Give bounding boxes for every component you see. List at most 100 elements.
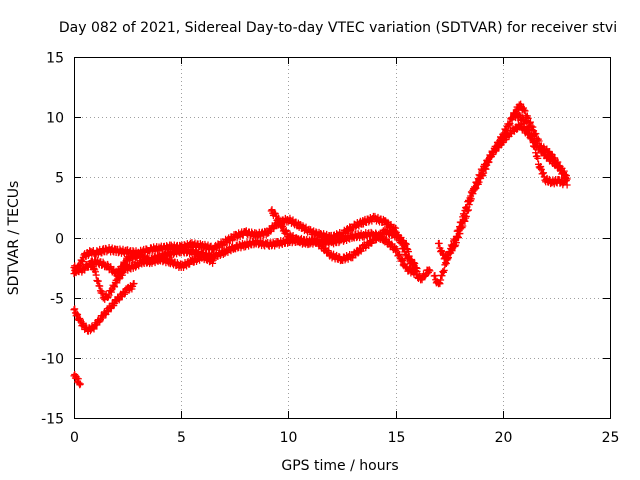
data-point-marker bbox=[402, 263, 410, 271]
data-point-marker bbox=[392, 245, 400, 253]
data-point-marker bbox=[505, 120, 513, 128]
x-tick-label: 15 bbox=[388, 430, 406, 446]
data-point-marker bbox=[527, 132, 535, 140]
data-point-marker bbox=[473, 179, 481, 187]
data-point-marker bbox=[562, 172, 570, 180]
chart-title: Day 082 of 2021, Sidereal Day-to-day VTE… bbox=[59, 20, 617, 36]
data-point-marker bbox=[278, 221, 286, 229]
y-tick-label: -10 bbox=[41, 352, 64, 368]
data-point-marker bbox=[398, 256, 406, 264]
data-point-marker bbox=[74, 311, 82, 319]
data-point-marker bbox=[471, 183, 479, 191]
data-point-marker bbox=[431, 271, 439, 279]
data-point-marker bbox=[71, 305, 79, 313]
data-point-marker bbox=[484, 158, 492, 166]
data-point-marker bbox=[521, 107, 529, 115]
data-point-marker bbox=[209, 256, 217, 264]
data-point-marker bbox=[113, 279, 121, 287]
data-point-marker bbox=[437, 276, 445, 284]
data-point-marker bbox=[444, 254, 452, 262]
data-point-marker bbox=[90, 325, 98, 333]
data-point-marker bbox=[479, 167, 487, 175]
data-point-marker bbox=[540, 169, 548, 177]
data-point-marker bbox=[465, 201, 473, 209]
data-point-marker bbox=[107, 288, 115, 296]
data-point-marker bbox=[436, 280, 444, 288]
data-point-marker bbox=[539, 169, 547, 177]
series-track-d bbox=[87, 251, 217, 303]
y-axis-ticks: -15 -10 -5 0 5 10 15 bbox=[41, 51, 610, 428]
data-point-marker bbox=[527, 131, 535, 139]
data-point-marker bbox=[467, 195, 475, 203]
y-tick-label: 5 bbox=[55, 171, 64, 187]
data-point-marker bbox=[532, 149, 540, 157]
data-point-marker bbox=[76, 315, 84, 323]
data-point-marker bbox=[456, 230, 464, 238]
data-point-marker bbox=[405, 252, 413, 260]
data-point-marker bbox=[426, 267, 434, 275]
data-point-marker bbox=[525, 126, 533, 134]
data-point-marker bbox=[477, 171, 485, 179]
data-point-marker bbox=[462, 212, 470, 220]
data-point-marker bbox=[470, 184, 478, 192]
y-axis-label: SDTVAR / TECUs bbox=[6, 181, 22, 296]
data-point-marker bbox=[526, 118, 534, 126]
series-track-j bbox=[404, 252, 434, 284]
data-point-marker bbox=[94, 277, 102, 285]
data-point-marker bbox=[425, 266, 433, 274]
data-point-marker bbox=[390, 223, 398, 231]
y-tick-label: 10 bbox=[46, 111, 64, 127]
data-point-marker bbox=[111, 283, 119, 291]
data-point-marker bbox=[539, 147, 547, 155]
data-point-marker bbox=[73, 310, 81, 318]
data-point-marker bbox=[79, 319, 87, 327]
data-point-marker bbox=[79, 258, 87, 266]
data-point-marker bbox=[92, 271, 100, 279]
data-point-marker bbox=[534, 154, 542, 162]
data-point-marker bbox=[458, 224, 466, 232]
data-point-marker bbox=[70, 306, 78, 314]
x-tick-label: 0 bbox=[70, 430, 79, 446]
data-point-marker bbox=[532, 130, 540, 138]
data-point-marker bbox=[282, 227, 290, 235]
data-point-marker bbox=[276, 217, 284, 225]
data-point-marker bbox=[437, 246, 445, 254]
data-point-marker bbox=[530, 142, 538, 150]
data-point-marker bbox=[481, 162, 489, 170]
data-point-marker bbox=[464, 206, 472, 214]
data-point-marker bbox=[438, 272, 446, 280]
data-point-marker bbox=[398, 255, 406, 263]
series-track-f bbox=[267, 206, 412, 265]
data-point-marker bbox=[461, 217, 469, 225]
data-point-marker bbox=[76, 380, 84, 388]
data-point-marker bbox=[536, 164, 544, 172]
x-tick-label: 25 bbox=[602, 430, 620, 446]
y-tick-label: 15 bbox=[46, 51, 64, 67]
data-point-marker bbox=[452, 239, 460, 247]
data-point-marker bbox=[522, 117, 530, 125]
data-point-marker bbox=[368, 239, 376, 247]
data-point-marker bbox=[130, 279, 138, 287]
series-track-i bbox=[510, 109, 569, 189]
data-point-marker bbox=[462, 214, 470, 222]
data-point-marker bbox=[560, 167, 568, 175]
data-point-marker bbox=[96, 317, 104, 325]
data-point-marker bbox=[395, 250, 403, 258]
y-tick-label: -15 bbox=[41, 412, 64, 428]
x-axis-ticks: 0 5 10 15 20 25 bbox=[70, 57, 619, 446]
series-track-e bbox=[70, 371, 84, 389]
data-point-marker bbox=[524, 125, 532, 133]
data-point-marker bbox=[561, 177, 569, 185]
data-point-marker bbox=[88, 257, 96, 265]
y-tick-label: -5 bbox=[50, 292, 64, 308]
data-point-marker bbox=[115, 275, 123, 283]
data-point-marker bbox=[451, 242, 459, 250]
data-point-marker bbox=[402, 240, 410, 248]
data-points bbox=[70, 100, 571, 389]
data-point-marker bbox=[473, 178, 481, 186]
data-point-marker bbox=[439, 268, 447, 276]
series-track-a bbox=[70, 212, 421, 278]
data-point-marker bbox=[76, 381, 84, 389]
data-point-marker bbox=[440, 266, 448, 274]
